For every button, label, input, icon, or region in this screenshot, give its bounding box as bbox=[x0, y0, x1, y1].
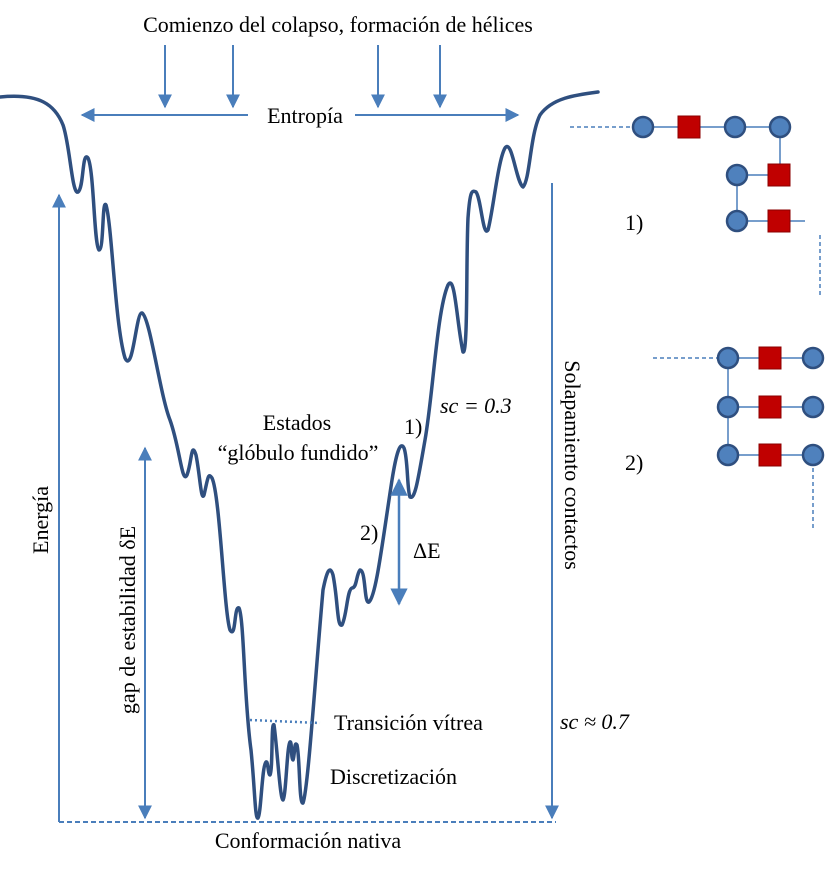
native-label: Conformación nativa bbox=[215, 828, 402, 853]
bead bbox=[725, 209, 749, 233]
bead bbox=[716, 346, 740, 370]
state1-side-label: 1) bbox=[625, 210, 643, 235]
bead bbox=[716, 395, 740, 419]
square-residue bbox=[758, 443, 782, 467]
stability-gap-label: gap de estabilidad δE bbox=[115, 526, 140, 714]
sc-07-label: sc ≈ 0.7 bbox=[560, 709, 630, 734]
bead bbox=[768, 115, 792, 139]
collapse-label: Comienzo del colapso, formación de hélic… bbox=[143, 12, 533, 37]
square-residue bbox=[677, 115, 701, 139]
discretization-label: Discretización bbox=[330, 764, 457, 789]
square-residue bbox=[767, 163, 791, 187]
square-residue bbox=[767, 209, 791, 233]
funnel-curve bbox=[0, 90, 600, 820]
bead bbox=[801, 443, 825, 467]
molten-globule-label-2: “glóbulo fundido” bbox=[218, 440, 379, 465]
bead bbox=[801, 395, 825, 419]
state2-curve-label: 2) bbox=[360, 520, 378, 545]
square-residue bbox=[758, 395, 782, 419]
bead bbox=[716, 443, 740, 467]
glass-transition-label: Transición vítrea bbox=[334, 710, 483, 735]
state1-curve-label: 1) bbox=[404, 414, 422, 439]
entropy-label: Entropía bbox=[267, 103, 343, 128]
molten-globule-label-1: Estados bbox=[263, 410, 331, 435]
bead bbox=[631, 115, 655, 139]
delta-e-label: ΔE bbox=[413, 538, 441, 563]
square-residue bbox=[758, 346, 782, 370]
glass-transition-line bbox=[249, 718, 321, 725]
conformation-1 bbox=[570, 115, 821, 295]
contact-overlap-label: Solapamiento contactos bbox=[560, 360, 585, 570]
conformation-2 bbox=[653, 346, 825, 530]
energy-axis-label: Energía bbox=[28, 486, 53, 554]
bead bbox=[801, 346, 825, 370]
bead bbox=[725, 163, 749, 187]
state2-side-label: 2) bbox=[625, 450, 643, 475]
sc-03-label: sc = 0.3 bbox=[440, 393, 512, 418]
bead bbox=[723, 115, 747, 139]
